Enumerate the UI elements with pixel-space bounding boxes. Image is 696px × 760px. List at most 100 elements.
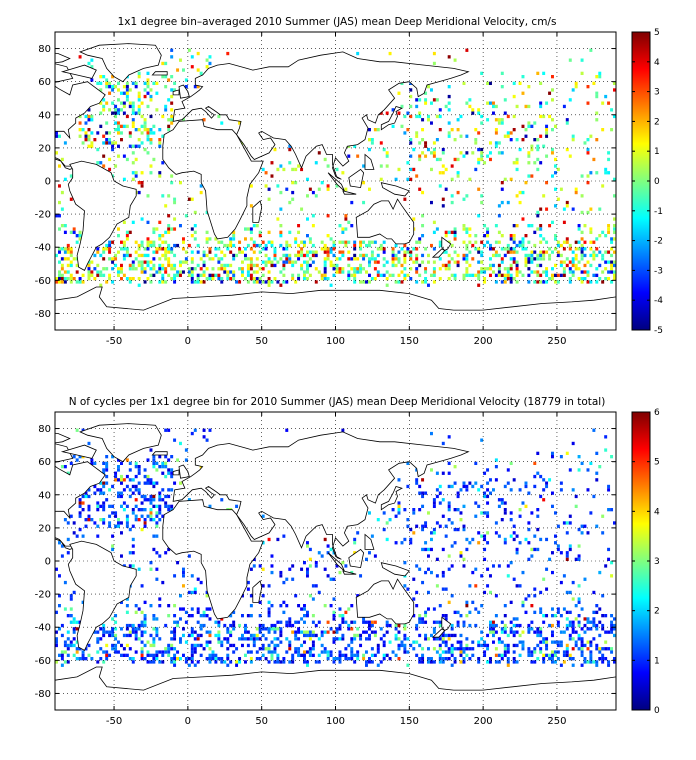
bin-cell (477, 270, 481, 274)
bin-cell (415, 114, 419, 119)
bin-cell (341, 230, 345, 235)
bin-cell (167, 250, 171, 254)
bin-cell (102, 521, 106, 525)
bin-cell (238, 121, 242, 125)
bin-cell (93, 521, 97, 525)
bin-cell (571, 263, 575, 268)
bin-cell (483, 640, 487, 644)
bin-cell (382, 147, 386, 152)
bin-cell (155, 521, 159, 525)
bin-cell (474, 584, 478, 588)
grid (55, 412, 616, 710)
bin-cell (238, 280, 242, 284)
bin-cell (601, 653, 605, 658)
bin-cell (586, 273, 590, 278)
bin-cell (453, 230, 457, 235)
bin-cell (108, 81, 112, 86)
bin-cell (447, 647, 451, 651)
bin-cell (548, 623, 552, 628)
bin-cell (152, 263, 156, 268)
bin-cell (447, 240, 451, 244)
bin-cell (409, 177, 413, 182)
bin-cell (486, 230, 490, 235)
bin-cell (190, 643, 194, 648)
bin-cell (232, 650, 236, 654)
bin-cell (509, 277, 513, 281)
bin-cell (524, 128, 528, 132)
bin-cell (494, 630, 498, 634)
bin-cell (533, 547, 537, 552)
bin-cell (217, 277, 221, 281)
bin-cell (397, 478, 401, 482)
bin-cell (545, 207, 549, 211)
bin-cell (134, 111, 138, 115)
bin-cell (128, 134, 132, 138)
coastline (79, 43, 162, 83)
bin-cell (462, 504, 466, 509)
bin-cell (152, 653, 156, 658)
bin-cell (477, 610, 481, 615)
bin-cell (131, 171, 135, 175)
bin-cell (503, 650, 507, 654)
bin-cell (610, 240, 614, 244)
bin-cell (368, 138, 371, 142)
bin-cell (279, 633, 283, 638)
bin-cell (477, 161, 481, 165)
bin-cell (574, 187, 578, 191)
bin-cell (554, 124, 557, 129)
bin-cell (99, 504, 103, 509)
bin-cell (140, 124, 144, 129)
bin-cell (146, 478, 150, 482)
bin-cell (117, 81, 120, 86)
bin-cell (353, 253, 357, 258)
bin-cell (403, 131, 407, 135)
bin-cell (152, 227, 156, 231)
bin-cell (267, 600, 271, 605)
bin-cell (244, 637, 247, 641)
bin-cell (592, 620, 596, 624)
bin-cell (303, 260, 306, 264)
bin-cell (238, 247, 242, 251)
bin-cell (353, 247, 357, 251)
bin-cell (270, 161, 274, 165)
bin-cell (542, 257, 546, 261)
bin-cell (548, 257, 552, 261)
bin-cell (55, 131, 58, 135)
bin-cell (435, 138, 439, 142)
bin-cell (400, 640, 404, 644)
bin-cell (497, 240, 501, 244)
bin-cell (503, 627, 507, 631)
bin-cell (610, 280, 614, 284)
bin-cell (441, 151, 445, 155)
bin-cell (193, 267, 197, 271)
bin-cell (474, 501, 478, 505)
bin-cell (326, 234, 330, 238)
bin-cell (385, 537, 389, 542)
bin-cell (486, 234, 490, 238)
bin-cell (149, 643, 153, 648)
bin-cell (545, 653, 549, 658)
bin-cell (350, 650, 354, 654)
bin-cell (128, 527, 132, 532)
bin-cell (571, 597, 575, 601)
bin-cell (415, 627, 419, 631)
bin-cell (483, 650, 487, 654)
bin-cell (176, 458, 180, 462)
bin-cell (551, 98, 554, 102)
bin-cell (217, 620, 221, 624)
bin-cell (610, 253, 614, 258)
bin-cell (456, 128, 460, 132)
bin-cell (173, 633, 177, 638)
bin-cell (158, 171, 162, 175)
bin-cell (122, 653, 126, 658)
bin-cell (359, 253, 363, 258)
bin-cell (235, 280, 239, 284)
bin-cell (143, 247, 147, 251)
bin-cell (220, 280, 224, 284)
bin-cell (589, 620, 593, 624)
bin-cell (435, 494, 439, 499)
bin-cell (536, 263, 540, 268)
bin-cell (447, 263, 451, 268)
bin-cell (486, 488, 490, 492)
bin-cell (99, 253, 103, 258)
